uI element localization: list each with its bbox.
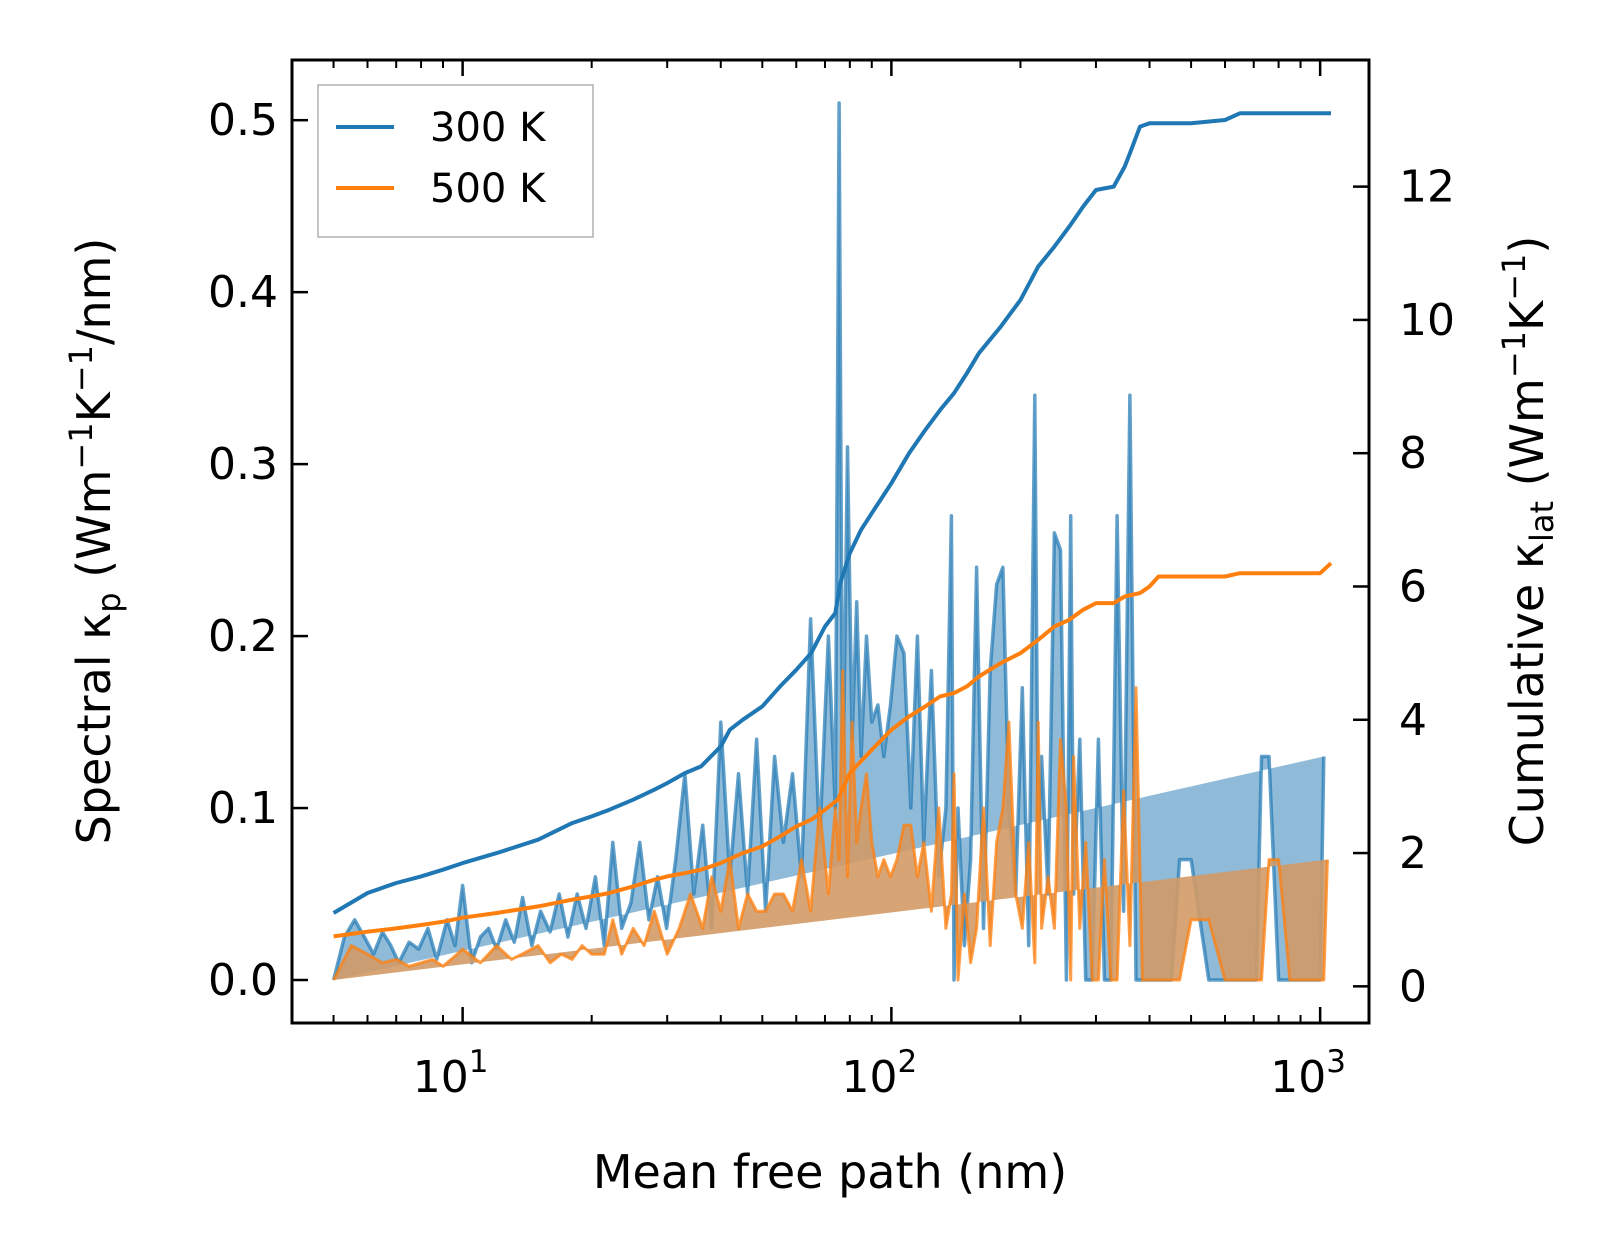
x-tick-label-base: 10 [1270,1052,1326,1103]
y-left-tick-label: 0.5 [208,95,278,146]
y-right-title-exp1: −1 [1495,331,1533,378]
cumulative-300k-line [332,111,1331,915]
legend-label-300k: 300 K [430,105,547,151]
legend-label-500k: 500 K [430,166,547,212]
cumulative-500k-line [333,561,1333,939]
y-right-title-k: K [1500,299,1554,331]
y-right-tick-label: 4 [1399,695,1427,746]
y-left-tick-label: 0.4 [208,267,278,318]
y-left-title-exp1: −1 [62,422,100,469]
spectral-500k-line [332,669,1329,982]
x-tick-label: 103 [1270,1044,1346,1103]
x-tick-label-exp: 2 [898,1044,918,1080]
x-tick-label-exp: 3 [1326,1044,1346,1080]
y-left-title-k: K [67,390,121,422]
x-tick-label: 102 [842,1044,918,1103]
y-right-title-tail: ) [1500,236,1554,254]
y-axis-right-title: Cumulative κlat (Wm−1K−1) [1495,236,1561,847]
y-right-tick-label: 12 [1399,162,1455,213]
legend: 300 K 500 K [317,84,594,238]
legend-box [317,84,594,238]
plot-frame [290,58,1371,1025]
y-right-tick-label: 6 [1399,561,1427,612]
y-left-title-sub: p [90,592,128,612]
x-tick-label-exp: 1 [469,1044,489,1080]
y-axis-left-title: Spectral κp (Wm−1K−1/nm) [62,238,128,845]
y-right-tick-label: 2 [1399,828,1427,879]
y-right-title-unit: (Wm [1500,378,1554,501]
y-left-tick-label: 0.2 [208,611,278,662]
y-left-tick-label: 0.1 [208,783,278,834]
y-left-title-exp2: −1 [62,345,100,392]
y-right-title-sub: lat [1523,501,1561,542]
y-right-tick-label: 10 [1399,295,1455,346]
x-tick-label: 101 [413,1044,489,1103]
spectral-300k-line [331,101,1326,982]
y-right-title-exp2: −1 [1495,254,1533,301]
y-left-tick-label: 0.3 [208,439,278,490]
y-right-tick-label: 0 [1399,961,1427,1012]
y-left-title-unit: (Wm [67,470,121,593]
y-right-tick-label: 8 [1399,428,1427,479]
y-left-title-main: Spectral κ [67,613,121,845]
y-left-tick-label: 0.0 [208,955,278,1006]
plot-area [331,101,1333,982]
y-left-title-tail: /nm) [67,238,121,345]
y-right-title-main: Cumulative κ [1500,542,1554,846]
x-tick-label-base: 10 [842,1052,898,1103]
x-axis-title: Mean free path (nm) [593,1145,1067,1199]
x-tick-label-base: 10 [413,1052,469,1103]
